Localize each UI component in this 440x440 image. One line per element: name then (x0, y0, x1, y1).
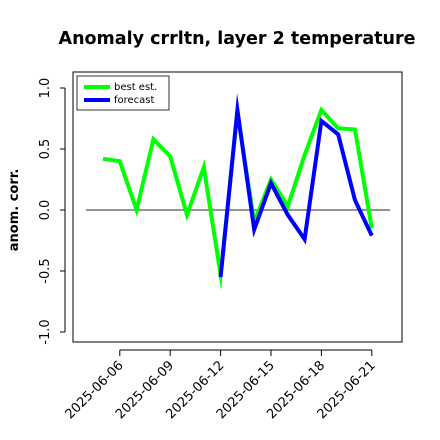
y-axis: -1.0 -0.5 0.0 0.5 1.0 (38, 78, 66, 345)
legend-box (76, 75, 170, 111)
series-line-forecast (218, 93, 374, 278)
legend: best est. forecast (76, 75, 170, 111)
x-axis: 2025-06-062025-06-092025-06-122025-06-15… (63, 349, 379, 422)
y-tick-label: 1.0 (38, 78, 53, 99)
series-layer (102, 93, 374, 291)
y-tick-label: -0.5 (38, 258, 53, 283)
y-tick-label: 0.0 (38, 200, 53, 221)
y-tick-label: 0.5 (38, 139, 53, 160)
series-line-best-est (102, 96, 374, 291)
legend-label-best-est: best est. (114, 82, 157, 93)
y-axis-label: anom. corr. (7, 169, 22, 252)
chart-title: Anomaly crrltn, layer 2 temperature (59, 29, 416, 49)
legend-label-forecast: forecast (114, 95, 155, 106)
plot-frame (72, 71, 403, 343)
y-tick-label: -1.0 (38, 319, 53, 344)
